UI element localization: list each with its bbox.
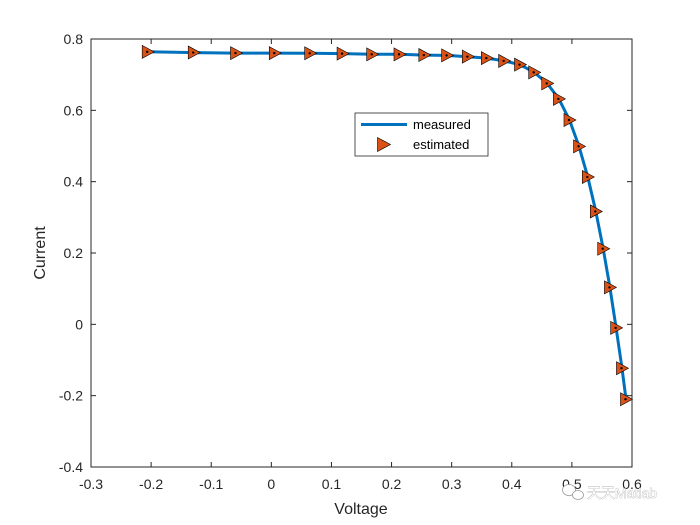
estimated-point-center [485,56,488,60]
estimated-point-center [624,398,627,401]
estimated-point-center [608,286,611,289]
data-marks [141,44,634,407]
estimated-point-center [308,52,311,55]
estimated-point-center [532,71,535,74]
estimated-point-center [234,51,237,55]
x-tick-label: 0.1 [322,476,342,492]
estimated-point-center [518,63,521,66]
axis-ticks: -0.3 -0.2 -0.1 0 0.1 0.2 0.3 0.4 0.5 0.6-0.4-0.20… [59,31,642,492]
y-tick-label: 0 [75,316,83,332]
estimated-point-center [545,82,548,85]
estimated-point-center [594,210,597,213]
chat-bubble-icon [562,484,584,500]
x-tick-label: 0 [267,476,275,492]
watermark: 天天Matlab [562,484,658,501]
x-tick-label: -0.3 [79,476,103,492]
estimated-point-center [397,53,401,56]
y-tick-label: 0.8 [64,31,84,47]
y-axis-label: Current [32,226,49,280]
watermark-text: 天天Matlab [587,485,657,501]
estimated-point-center [586,175,589,179]
legend-estimated-label: estimated [413,137,469,152]
estimated-point-center [445,54,448,57]
y-tick-label: -0.4 [59,459,83,475]
estimated-point-center [340,52,344,55]
estimated-point-center [422,53,426,57]
estimated-point-center [577,145,580,148]
estimated-point-center [601,247,604,250]
y-tick-label: -0.2 [59,388,83,404]
estimated-point-center [192,51,195,54]
y-tick-label: 0.4 [64,174,84,190]
legend-box [354,112,489,157]
estimated-point-center [145,50,149,54]
legend: measured estimated [354,112,489,157]
x-tick-label: 0.6 [622,476,642,492]
legend-measured-label: measured [413,117,471,132]
estimated-point-center [502,59,505,63]
x-axis-label: Voltage [334,501,387,518]
estimated-point-center [557,97,560,101]
legend-estimated-marker [377,136,392,153]
estimated-point-center [614,326,617,330]
x-tick-label: -0.1 [199,476,223,492]
x-tick-label: 0.4 [502,476,522,492]
y-tick-label: 0.6 [64,102,84,118]
x-tick-label: 0.2 [382,476,402,492]
estimated-point-center [370,53,373,56]
y-tick-label: 0.2 [64,245,84,261]
estimated-point-center [466,55,469,58]
estimated-point-center [620,367,623,370]
x-tick-label: -0.2 [139,476,163,492]
plot-background [91,39,632,467]
estimated-point-center [567,118,571,122]
estimated-point-center [273,51,276,55]
x-tick-label: 0.3 [442,476,462,492]
